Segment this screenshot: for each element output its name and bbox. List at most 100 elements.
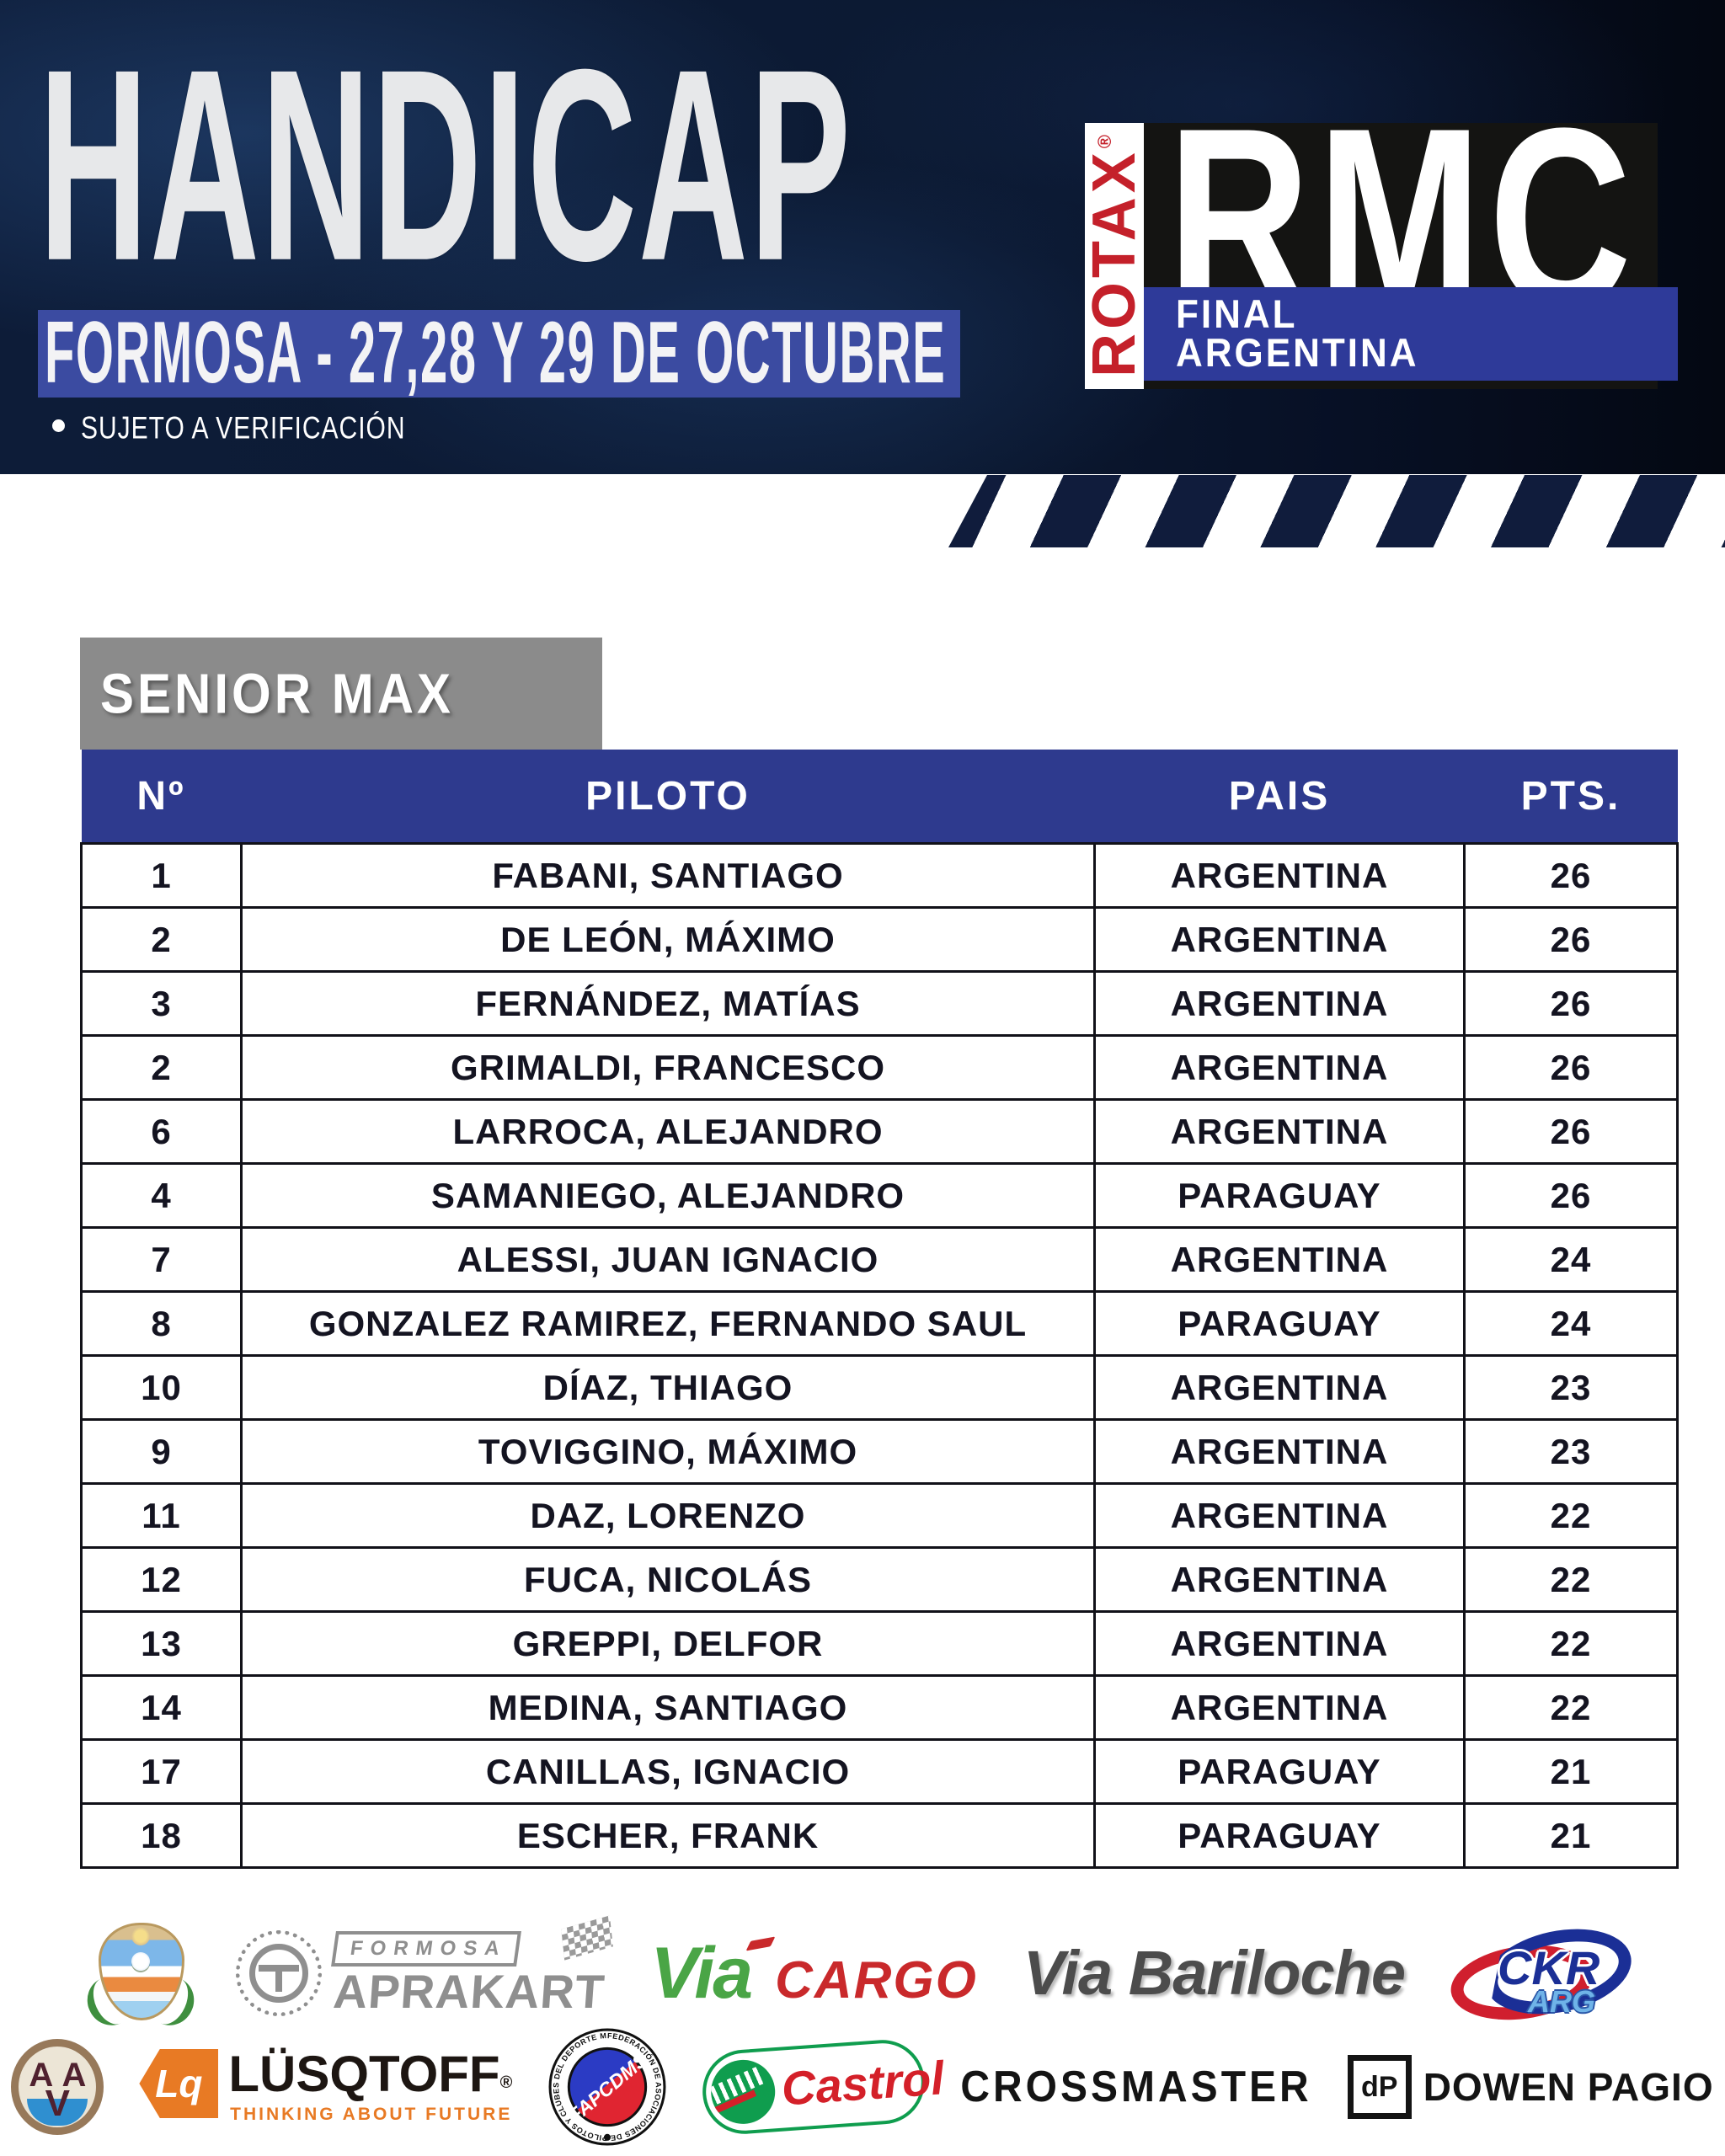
header-banner: HANDICAP FORMOSA - 27,28 Y 29 DE OCTUBRE… [0,0,1725,474]
cell-country: ARGENTINA [1093,1674,1466,1741]
aprakart-formosa-label: FORMOSA [331,1931,521,1967]
table-row: 4 SAMANIEGO, ALEJANDRO PARAGUAY 26 [80,1162,1679,1229]
ckr-logo: CKR ARG [1445,1924,1634,2029]
cell-points: 26 [1463,1034,1679,1101]
sponsor-row-1: FORMOSA APRAKART Via CARGO Via Bariloche… [0,1915,1725,2033]
cell-country: ARGENTINA [1093,1546,1466,1613]
aav-letter-a1: A [29,2057,54,2094]
rotax-text: ROTAX [1081,148,1148,377]
cell-country: ARGENTINA [1093,1098,1466,1165]
dowen-pagio-label: DOWEN PAGIO [1423,2065,1714,2109]
sponsor-footer: FORMOSA APRAKART Via CARGO Via Bariloche… [0,1915,1725,2146]
table-row: 11 DAZ, LORENZO ARGENTINA 22 [80,1482,1679,1549]
lusqtoff-wordmark: LÜSQTOFF [228,2046,500,2102]
cell-country: PARAGUAY [1093,1738,1466,1805]
cell-country: ARGENTINA [1093,906,1466,973]
cell-pilot: FUCA, NICOLÁS [240,1546,1096,1613]
lusqtoff-text: LÜSQTOFF® THINKING ABOUT FUTURE [228,2049,512,2125]
via-cargo-logo: Via CARGO [650,1933,978,2014]
cell-pilot: DE LEÓN, MÁXIMO [240,906,1096,973]
cell-number: 7 [80,1226,243,1293]
castrol-logo: Castrol [700,2036,946,2137]
cell-pilot: FERNÁNDEZ, MATÍAS [240,970,1096,1037]
cell-pilot: GRIMALDI, FRANCESCO [240,1034,1096,1101]
cell-country: ARGENTINA [1093,1418,1466,1485]
event-banner: FORMOSA - 27,28 Y 29 DE OCTUBRE [38,309,960,398]
page-title: HANDICAP [39,13,853,318]
cell-pilot: SAMANIEGO, ALEJANDRO [240,1162,1096,1229]
results-table: Nº PILOTO PAIS PTS. 1 FABANI, SANTIAGO A… [80,750,1679,1869]
steering-wheel-icon [248,1944,308,2003]
table-row: 2 GRIMALDI, FRANCESCO ARGENTINA 26 [80,1034,1679,1101]
formosa-coat-of-arms-logo [79,1923,202,2033]
lusqtoff-badge-icon: Lq [139,2049,219,2118]
cell-points: 23 [1463,1418,1679,1485]
cell-pilot: GREPPI, DELFOR [240,1610,1096,1677]
table-row: 1 FABANI, SANTIAGO ARGENTINA 26 [80,842,1679,909]
cell-points: 22 [1463,1482,1679,1549]
final-argentina-band: FINAL ARGENTINA [1144,287,1678,381]
fapcdms-badge-logo: FEDERACIÓN DE ASOCIACIONES DE PILOTOS Y … [547,2027,666,2146]
registered-mark: ® [499,2073,513,2092]
cell-country: ARGENTINA [1093,1034,1466,1101]
cell-points: 26 [1463,970,1679,1037]
cell-number: 2 [80,1034,243,1101]
table-row: 3 FERNÁNDEZ, MATÍAS ARGENTINA 26 [80,970,1679,1037]
rotax-wordmark: ROTAX® [1081,135,1148,377]
category-header: SENIOR MAX [80,638,602,750]
cell-country: PARAGUAY [1093,1290,1466,1357]
cell-pilot: GONZALEZ RAMIREZ, FERNANDO SAUL [240,1290,1096,1357]
lusqtoff-tagline: THINKING ABOUT FUTURE [230,2105,513,2124]
cell-pilot: CANILLAS, IGNACIO [240,1738,1096,1805]
argentina-label: ARGENTINA [1176,330,1419,376]
cell-country: ARGENTINA [1093,842,1466,909]
cell-points: 22 [1463,1610,1679,1677]
bullet-icon [52,419,65,432]
table-row: 10 DÍAZ, THIAGO ARGENTINA 23 [80,1354,1679,1421]
cell-points: 26 [1463,906,1679,973]
lusqtoff-name-label: LÜSQTOFF® [228,2049,512,2100]
sponsor-row-2: A A V Lq LÜSQTOFF® THINKING ABOUT FUTURE… [0,2027,1725,2146]
table-row: 8 GONZALEZ RAMIREZ, FERNANDO SAUL PARAGU… [80,1290,1679,1357]
via-cargo-cargo-label: CARGO [775,1951,978,2009]
lusqtoff-logo: Lq LÜSQTOFF® THINKING ABOUT FUTURE [139,2049,512,2125]
table-row: 2 DE LEÓN, MÁXIMO ARGENTINA 26 [80,906,1679,973]
column-header-country: PAIS [1094,750,1465,844]
registered-mark: ® [1094,135,1115,149]
cell-pilot: ALESSI, JUAN IGNACIO [240,1226,1096,1293]
cell-number: 1 [80,842,243,909]
cell-number: 4 [80,1162,243,1229]
cell-pilot: LARROCA, ALEJANDRO [240,1098,1096,1165]
cell-number: 2 [80,906,243,973]
cell-country: ARGENTINA [1093,970,1466,1037]
table-row: 6 LARROCA, ALEJANDRO ARGENTINA 26 [80,1098,1679,1165]
via-cargo-via-label: Via [650,1933,753,2014]
cell-pilot: ESCHER, FRANK [240,1802,1096,1869]
cell-number: 6 [80,1098,243,1165]
cell-points: 22 [1463,1546,1679,1613]
table-row: 13 GREPPI, DELFOR ARGENTINA 22 [80,1610,1679,1677]
cell-pilot: TOVIGGINO, MÁXIMO [240,1418,1096,1485]
aav-letter-v: V [45,2083,71,2124]
column-header-pilot: PILOTO [241,750,1095,844]
diagonal-stripes-decoration [948,475,1725,547]
via-bariloche-logo: Via Bariloche [1023,1938,1406,2008]
cell-points: 26 [1463,1162,1679,1229]
sun-icon [131,1927,150,1945]
aprakart-name-label: APRAKART [331,1965,607,2018]
dowen-pagio-logo: dP DOWEN PAGIO [1347,2055,1714,2119]
cell-country: PARAGUAY [1093,1802,1466,1869]
cell-country: ARGENTINA [1093,1226,1466,1293]
cell-country: PARAGUAY [1093,1162,1466,1229]
castrol-label: Castrol [780,2051,947,2116]
dowen-pagio-icon: dP [1347,2055,1412,2119]
cell-points: 24 [1463,1226,1679,1293]
cell-points: 23 [1463,1354,1679,1421]
cotton-icon [131,1952,150,1971]
final-label: FINAL [1176,291,1298,337]
cell-points: 26 [1463,1098,1679,1165]
cell-pilot: DÍAZ, THIAGO [240,1354,1096,1421]
table-row: 7 ALESSI, JUAN IGNACIO ARGENTINA 24 [80,1226,1679,1293]
verification-note-label: SUJETO A VERIFICACIÓN [81,411,406,446]
cell-number: 8 [80,1290,243,1357]
